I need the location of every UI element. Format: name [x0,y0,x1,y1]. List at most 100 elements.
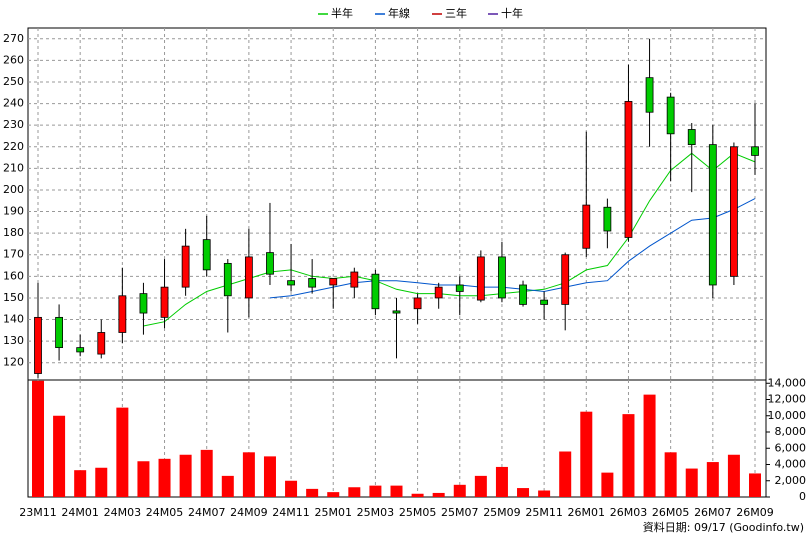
candle-body [329,278,338,286]
y2-tick-label: 12,000 [768,393,807,406]
candle-body [582,204,591,249]
candle-body [498,256,506,299]
y2-tick-label: 8,000 [775,425,807,438]
volume-bar [221,475,234,497]
candle-body [730,146,738,277]
volume-bar [348,487,361,497]
volume-bar [685,468,698,497]
volume-bar [580,411,593,497]
candle-body [645,77,654,113]
y-tick-label: 150 [3,291,24,304]
candle-body [160,286,169,318]
candle-body [413,297,422,310]
candle-body [202,239,211,271]
candle-body [118,295,127,333]
candle-body [244,256,253,299]
y-tick-label: 130 [3,334,24,347]
plot-frame [27,27,767,498]
candle-body [350,271,359,288]
volume-bar [200,449,213,497]
y2-tick-label: 2,000 [775,474,807,487]
candle-body [223,262,232,297]
candle-body [666,96,675,135]
volume-bar [453,484,466,497]
volume-bar [137,461,150,497]
volume-bar [622,414,635,497]
y-tick-label: 190 [3,205,24,218]
y2-tick-label: 0 [799,490,806,503]
y-tick-label: 200 [3,183,24,196]
volume-bar [643,394,656,497]
x-tick-label: 25M03 [357,506,395,519]
volume-bar [53,415,66,497]
x-tick-label: 24M01 [61,506,99,519]
y2-tick-label: 10,000 [768,409,807,422]
volume-bar [517,488,530,497]
y-tick-label: 220 [3,140,24,153]
y2-tick-label: 6,000 [775,441,807,454]
volume-bar [411,493,424,497]
volume-bar [601,472,614,497]
x-tick-label: 26M05 [652,506,690,519]
candle-body [519,284,527,305]
candle-body [540,299,549,305]
x-tick-label: 24M05 [146,506,184,519]
x-tick-label: 26M03 [610,506,648,519]
x-tick-label: 24M11 [272,506,310,519]
y-tick-label: 210 [3,161,24,174]
candle-body [76,347,85,353]
x-tick-label: 25M07 [441,506,479,519]
volume-bar [116,407,129,497]
candle-body [308,278,317,288]
volume-bar [559,451,572,497]
x-tick-label: 25M01 [314,506,352,519]
candle-body [561,254,570,305]
y-tick-label: 230 [3,118,24,131]
volume-bar [263,456,276,497]
candle-body [392,310,401,314]
legend-label: 十年 [501,6,523,20]
y-tick-label: 170 [3,248,24,261]
x-tick-label: 25M09 [483,506,521,519]
candle-body [687,129,696,146]
x-tick-label: 26M01 [568,506,606,519]
candle-body [708,144,717,286]
volume-bar [727,454,740,497]
y-tick-label: 270 [3,32,24,45]
volume-bar [432,492,445,497]
candle-body [55,316,63,349]
source-note: 資料日期: 09/17 (Goodinfo.tw) [643,520,804,534]
y-tick-label: 180 [3,226,24,239]
x-tick-label: 25M11 [525,506,563,519]
y2-tick-label: 4,000 [775,458,807,471]
y-tick-label: 140 [3,313,24,326]
volume-bar [327,492,340,497]
candle-body [751,146,759,156]
volume-bar [306,488,319,497]
x-tick-label: 23M11 [19,506,57,519]
volume-bar [664,452,677,497]
candle-body [624,101,633,238]
candle-body [434,286,443,299]
y-tick-label: 160 [3,269,24,282]
volume-bar [242,452,255,497]
volume-bar [749,473,761,497]
x-tick-label: 25M05 [399,506,437,519]
volume-bar [179,454,192,497]
candle-body [34,316,42,374]
x-tick-label: 26M07 [694,506,732,519]
candle-body [287,280,295,286]
candle-body [97,332,106,355]
x-tick-label: 26M09 [736,506,774,519]
y-tick-label: 120 [3,356,24,369]
volume-bar [495,466,508,497]
x-tick-label: 24M03 [104,506,142,519]
volume-bar [474,475,487,497]
volume-bar [706,462,719,497]
candle-body [181,245,190,288]
volume-bar [158,458,171,497]
candle-body [476,256,485,301]
volume-bar [95,467,108,497]
volume-bar [32,380,44,497]
